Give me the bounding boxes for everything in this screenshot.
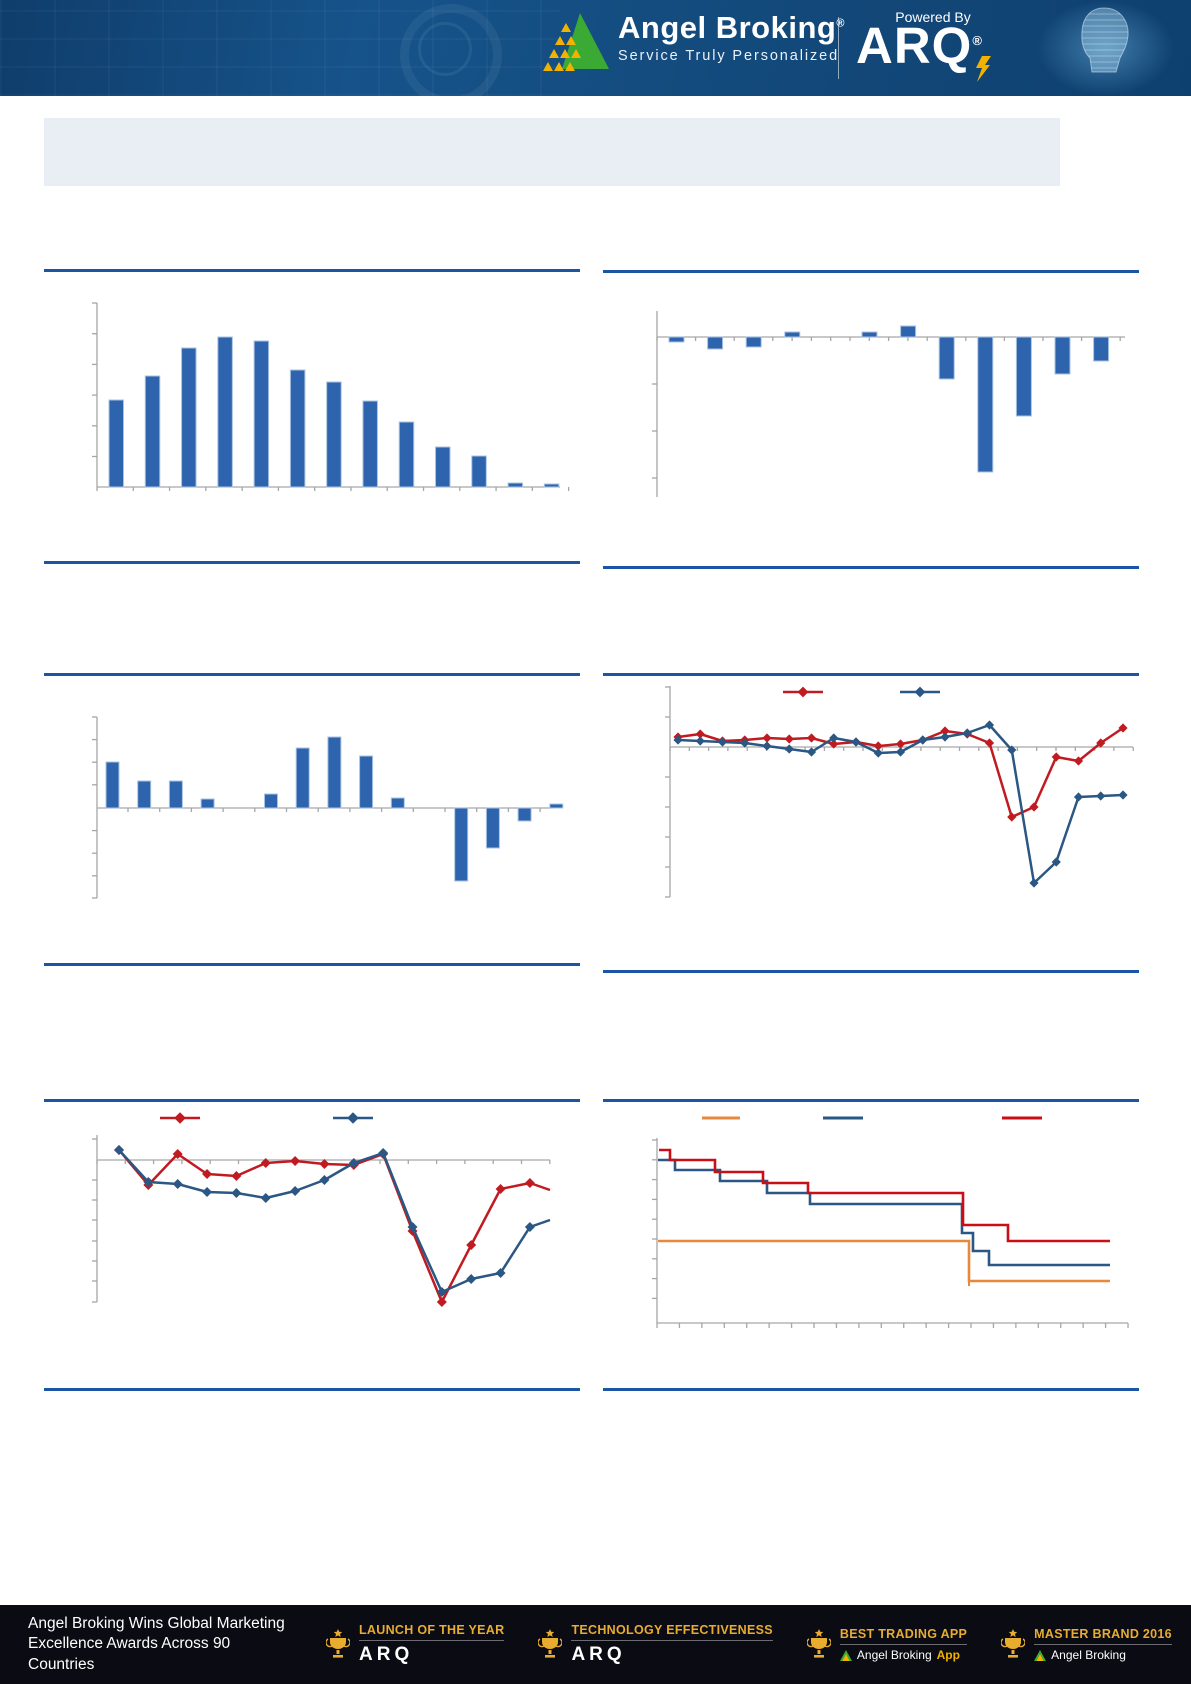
award-separator bbox=[359, 1640, 505, 1641]
line-chart-two-series bbox=[665, 686, 1134, 898]
divider-rule bbox=[603, 673, 1139, 676]
award-separator bbox=[571, 1640, 773, 1641]
arq-logo-text: ARQ® bbox=[856, 17, 983, 74]
bar-chart-pos-neg bbox=[652, 311, 1125, 497]
award-subtitle: ARQ bbox=[359, 1644, 414, 1665]
award-title: MASTER BRAND 2016 bbox=[1034, 1627, 1172, 1641]
award-launch-of-the-year: LAUNCH OF THE YEAR ARQ bbox=[326, 1623, 505, 1666]
angel-broking-logo: Angel Broking® Service Truly Personalize… bbox=[543, 10, 845, 73]
divider-rule bbox=[44, 269, 580, 272]
header-banner: Angel Broking® Service Truly Personalize… bbox=[0, 0, 1191, 96]
digital-head-graphic bbox=[1001, 0, 1191, 96]
brand-tagline: Service Truly Personalized bbox=[618, 48, 840, 65]
award-best-trading-app: BEST TRADING APP Angel Broking App bbox=[806, 1627, 968, 1662]
award-title: TECHNOLOGY EFFECTIVENESS bbox=[571, 1623, 773, 1637]
award-technology-effectiveness: TECHNOLOGY EFFECTIVENESS ARQ bbox=[538, 1623, 773, 1666]
award-subtitle: Angel Broking bbox=[1034, 1648, 1172, 1662]
footer-headline: Angel Broking Wins Global Marketing Exce… bbox=[28, 1614, 285, 1673]
divider-rule bbox=[44, 1099, 580, 1102]
powered-by-label: Powered By bbox=[895, 9, 971, 25]
divider-rule bbox=[44, 1388, 580, 1391]
line-chart-two-series-2 bbox=[92, 1112, 551, 1307]
registered-mark: ® bbox=[836, 17, 845, 30]
bar-chart-distribution bbox=[92, 302, 570, 491]
divider-rule bbox=[44, 963, 580, 966]
divider-rule bbox=[44, 673, 580, 676]
award-separator bbox=[839, 1644, 968, 1645]
award-title: LAUNCH OF THE YEAR bbox=[359, 1623, 505, 1637]
divider-rule bbox=[44, 561, 580, 564]
award-separator bbox=[1034, 1644, 1172, 1645]
divider-rule bbox=[603, 1099, 1139, 1102]
award-master-brand-2016: MASTER BRAND 2016 Angel Broking bbox=[1001, 1627, 1172, 1662]
trophy-icon bbox=[1001, 1628, 1026, 1658]
divider-rule bbox=[603, 566, 1139, 569]
footer-awards-bar: Angel Broking Wins Global Marketing Exce… bbox=[0, 1605, 1191, 1684]
divider-rule bbox=[603, 270, 1139, 273]
divider-rule bbox=[603, 1388, 1139, 1391]
arq-lightning-bolt-icon bbox=[976, 56, 991, 82]
award-subtitle: Angel Broking App bbox=[839, 1648, 967, 1662]
angel-broking-pyramid-icon bbox=[543, 13, 609, 71]
header-ring-decoration-inner bbox=[418, 22, 472, 76]
divider-rule bbox=[603, 970, 1139, 973]
angel-logo-small-icon bbox=[1034, 1649, 1047, 1661]
angel-logo-small-icon bbox=[839, 1649, 852, 1661]
step-line-chart-three-series bbox=[652, 1116, 1129, 1328]
awards-list: LAUNCH OF THE YEAR ARQ TECHNOLOGY EFFECT… bbox=[326, 1623, 1172, 1666]
trophy-icon bbox=[806, 1628, 831, 1658]
header-divider-line bbox=[838, 17, 839, 79]
brand-name: Angel Broking® bbox=[618, 10, 845, 45]
award-title: BEST TRADING APP bbox=[839, 1627, 968, 1641]
award-subtitle: ARQ bbox=[571, 1644, 626, 1665]
trophy-icon bbox=[326, 1628, 350, 1658]
trophy-icon bbox=[538, 1628, 563, 1658]
title-banner bbox=[44, 118, 1060, 186]
bar-chart-pos-neg-2 bbox=[92, 716, 564, 899]
header-ring-decoration bbox=[400, 4, 502, 96]
